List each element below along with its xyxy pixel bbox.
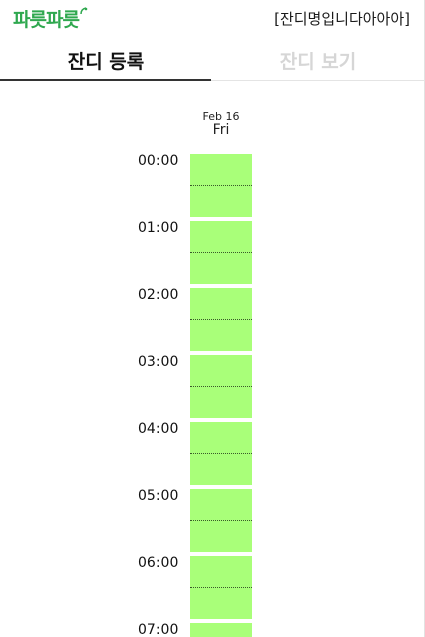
hour-label: 04:00 [138, 421, 179, 437]
app-header: 파릇파릇 [잔디명입니다아아아] [0, 0, 425, 40]
hour-row: 06:00 [0, 555, 424, 623]
time-slot-cell[interactable] [190, 221, 252, 284]
time-slot-cell[interactable] [190, 422, 252, 485]
tab-view[interactable]: 잔디 보기 [279, 51, 357, 73]
hour-label: 00:00 [138, 153, 179, 169]
hour-row: 05:00 [0, 488, 424, 556]
half-hour-divider [190, 453, 252, 454]
time-slot-cell[interactable] [190, 355, 252, 418]
tab-register[interactable]: 잔디 등록 [67, 51, 145, 73]
time-grid: 00:00 01:00 02:00 03:00 04:00 05:00 06:00 07:00 [0, 153, 424, 637]
hour-label: 01:00 [138, 220, 179, 236]
half-hour-divider [190, 386, 252, 387]
room-name: [잔디명입니다아아아] [274, 10, 410, 28]
half-hour-divider [190, 587, 252, 588]
hour-label: 02:00 [138, 287, 179, 303]
hour-row: 02:00 [0, 287, 424, 355]
tab-bar: 잔디 등록 잔디 보기 [0, 44, 424, 81]
half-hour-divider [190, 319, 252, 320]
hour-row: 00:00 [0, 153, 424, 221]
time-slot-cell[interactable] [190, 556, 252, 619]
app-logo[interactable]: 파릇파릇 [13, 9, 80, 31]
time-slot-cell[interactable] [190, 623, 252, 637]
date-weekday: Fri [212, 122, 230, 138]
tab-active-indicator [0, 79, 211, 81]
hour-label: 07:00 [138, 622, 179, 637]
hour-row: 01:00 [0, 220, 424, 288]
time-slot-cell[interactable] [190, 489, 252, 552]
hour-label: 06:00 [138, 555, 179, 571]
half-hour-divider [190, 252, 252, 253]
half-hour-divider [190, 520, 252, 521]
date-month-day: Feb 16 [202, 110, 240, 123]
hour-label: 05:00 [138, 488, 179, 504]
hour-label: 03:00 [138, 354, 179, 370]
sprout-icon [80, 7, 88, 15]
time-slot-cell[interactable] [190, 288, 252, 351]
hour-row: 07:00 [0, 622, 424, 637]
half-hour-divider [190, 185, 252, 186]
hour-row: 03:00 [0, 354, 424, 422]
hour-row: 04:00 [0, 421, 424, 489]
time-slot-cell[interactable] [190, 154, 252, 217]
